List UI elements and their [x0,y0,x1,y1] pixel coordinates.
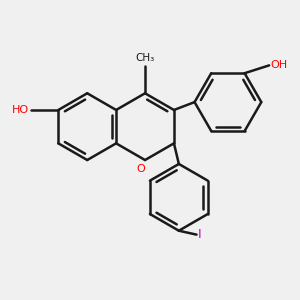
Text: CH₃: CH₃ [135,53,155,63]
Text: O: O [137,164,146,174]
Text: I: I [197,228,201,241]
Text: OH: OH [270,60,287,70]
Text: HO: HO [12,105,29,115]
